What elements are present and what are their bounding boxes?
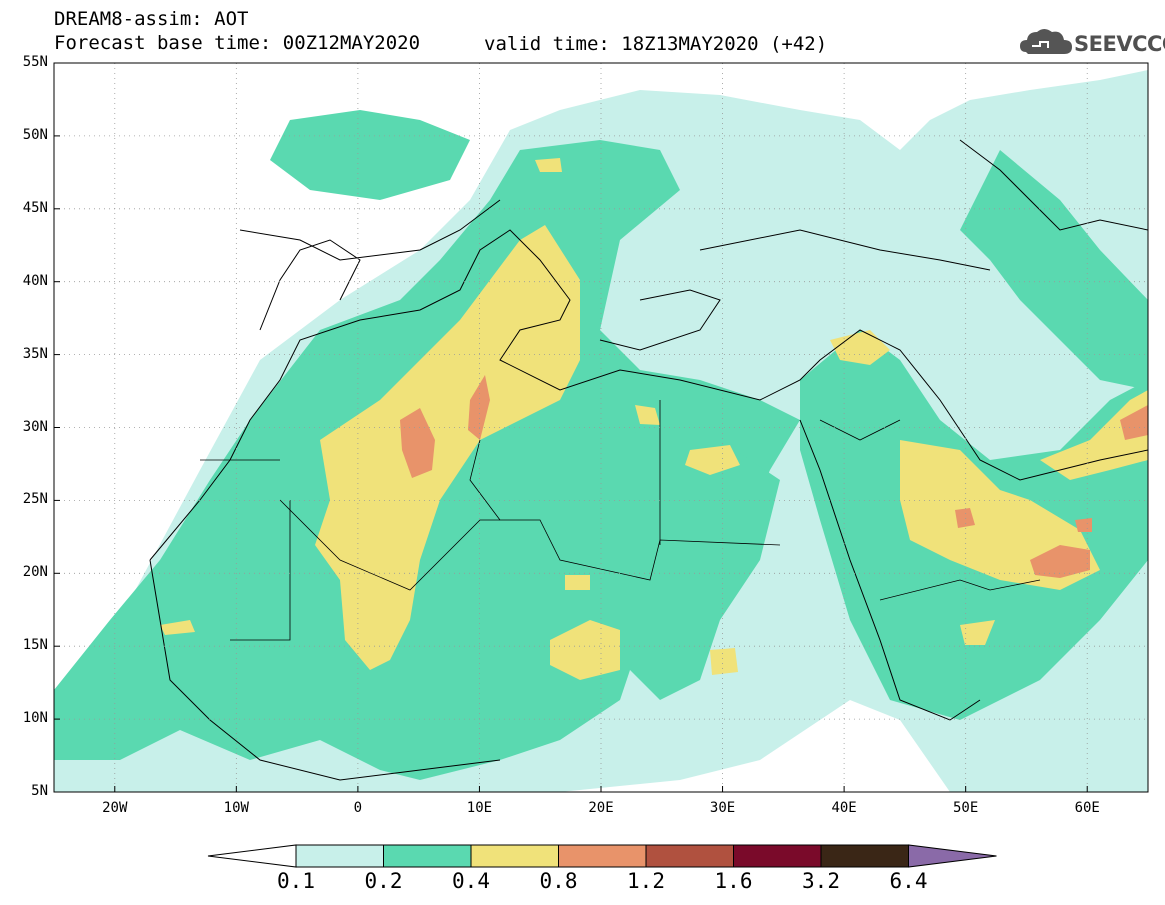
lat-label: 55N <box>22 54 48 70</box>
lon-label: 60E <box>1074 800 1100 816</box>
colorbar-high-arrow <box>908 844 997 868</box>
logo-text: SEEVCCC <box>1074 32 1165 56</box>
lon-label: 10W <box>223 800 249 816</box>
lon-label: 40E <box>831 800 857 816</box>
colorbar <box>207 844 997 868</box>
lon-label: 50E <box>953 800 979 816</box>
lat-label: 15N <box>22 637 48 654</box>
lat-label: 35N <box>22 345 48 362</box>
colorbar-box <box>645 844 734 868</box>
lat-label: 20N <box>22 564 48 581</box>
colorbar-box <box>470 844 559 868</box>
aot-contour-0.8 <box>400 375 1148 578</box>
country-borders <box>200 400 1041 641</box>
lon-label: 0 <box>353 800 363 816</box>
lon-label: 20E <box>588 800 614 816</box>
axis-ticks <box>54 62 1088 793</box>
colorbar-box <box>383 844 472 868</box>
forecast-base-time: Forecast base time: 00Z12MAY2020 <box>54 32 421 54</box>
lat-label: 40N <box>22 272 48 289</box>
colorbar-box <box>558 844 647 868</box>
colorbar-level-label: 1.2 <box>627 869 665 893</box>
colorbar-level-label: 0.4 <box>452 869 490 893</box>
colorbar-box <box>820 844 909 868</box>
lat-label: 5N <box>31 783 48 799</box>
map-title: DREAM8-assim: AOT <box>54 8 249 30</box>
lon-label: 20W <box>102 800 128 816</box>
colorbar-level-label: 1.6 <box>714 869 753 893</box>
colorbar-level-label: 0.1 <box>277 869 315 893</box>
colorbar-level-label: 3.2 <box>802 869 840 893</box>
colorbar-low-arrow <box>207 844 297 868</box>
valid-time: valid time: 18Z13MAY2020 (+42) <box>484 33 828 55</box>
cloud-icon <box>1020 29 1072 54</box>
colorbar-level-label: 0.2 <box>364 869 403 893</box>
lat-label: 45N <box>22 199 48 216</box>
colorbar-level-label: 0.8 <box>539 869 578 893</box>
coastlines <box>149 139 1148 781</box>
colorbar-level-label: 6.4 <box>889 869 928 893</box>
lat-label: 10N <box>22 710 48 727</box>
lon-label: 30E <box>709 800 736 816</box>
seevccc-logo: SEEVCCC <box>1018 24 1165 60</box>
colorbar-box <box>733 844 822 868</box>
lat-label: 25N <box>22 491 48 508</box>
lon-label: 10E <box>466 800 493 816</box>
lat-label: 30N <box>22 418 48 435</box>
lat-label: 50N <box>22 126 48 143</box>
aot-contour-0.4 <box>160 158 1148 680</box>
colorbar-box <box>295 844 384 868</box>
